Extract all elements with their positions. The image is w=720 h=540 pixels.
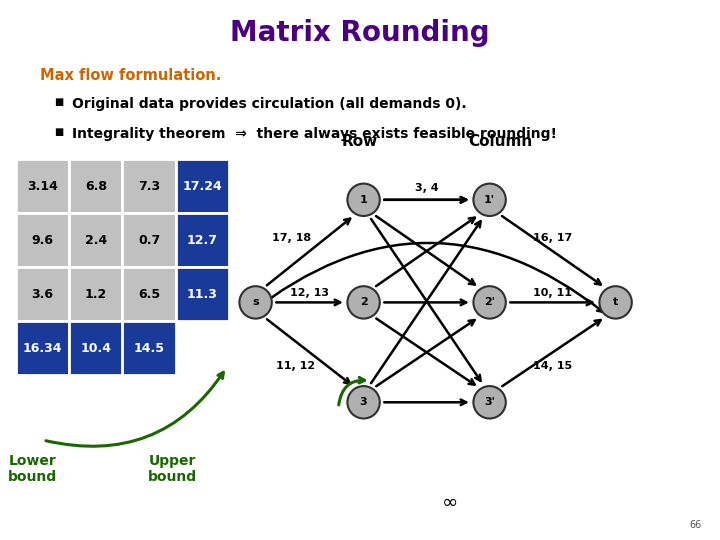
Bar — [16, 321, 69, 375]
Bar — [176, 213, 229, 267]
Text: 16.34: 16.34 — [23, 342, 62, 355]
Bar — [69, 213, 122, 267]
Text: Upper
bound: Upper bound — [148, 454, 197, 484]
Text: 7.3: 7.3 — [138, 180, 160, 193]
Text: 12.7: 12.7 — [186, 234, 218, 247]
Text: 16, 17: 16, 17 — [533, 233, 572, 242]
Text: 3: 3 — [360, 397, 367, 407]
Text: 2: 2 — [360, 298, 367, 307]
Text: 3': 3' — [484, 397, 495, 407]
Text: 3, 4: 3, 4 — [415, 183, 438, 193]
Text: 0.7: 0.7 — [138, 234, 160, 247]
Text: 66: 66 — [690, 520, 702, 530]
Text: ■: ■ — [54, 97, 63, 107]
Bar — [16, 159, 69, 213]
Text: 1': 1' — [484, 195, 495, 205]
Text: 1.2: 1.2 — [85, 288, 107, 301]
Text: Column: Column — [468, 133, 533, 148]
Text: Lower
bound: Lower bound — [8, 454, 57, 484]
Bar — [176, 267, 229, 321]
Bar — [176, 159, 229, 213]
Text: s: s — [252, 298, 259, 307]
Text: 10, 11: 10, 11 — [533, 288, 572, 298]
Text: 6.5: 6.5 — [138, 288, 160, 301]
Ellipse shape — [348, 286, 380, 319]
Ellipse shape — [348, 184, 380, 216]
Text: 12, 13: 12, 13 — [290, 288, 329, 298]
Text: 14, 15: 14, 15 — [533, 361, 572, 371]
Text: 1: 1 — [360, 195, 367, 205]
Text: 3.14: 3.14 — [27, 180, 58, 193]
Bar — [16, 213, 69, 267]
Text: 17, 18: 17, 18 — [272, 233, 311, 242]
Text: 3.6: 3.6 — [32, 288, 53, 301]
Bar — [16, 267, 69, 321]
Text: ■: ■ — [54, 127, 63, 137]
Ellipse shape — [474, 386, 505, 418]
Text: Original data provides circulation (all demands 0).: Original data provides circulation (all … — [72, 97, 467, 111]
Text: Max flow formulation.: Max flow formulation. — [40, 68, 221, 83]
Ellipse shape — [348, 386, 380, 418]
Text: 10.4: 10.4 — [80, 342, 112, 355]
Text: 17.24: 17.24 — [182, 180, 222, 193]
Ellipse shape — [474, 184, 505, 216]
Text: t: t — [613, 298, 618, 307]
Bar — [122, 159, 176, 213]
Bar — [122, 321, 176, 375]
Text: 11.3: 11.3 — [187, 288, 217, 301]
Ellipse shape — [599, 286, 632, 319]
Text: 11, 12: 11, 12 — [276, 361, 315, 371]
Text: Integrality theorem  ⇒  there always exists feasible rounding!: Integrality theorem ⇒ there always exist… — [72, 127, 557, 141]
Text: Matrix Rounding: Matrix Rounding — [230, 19, 490, 47]
Text: 14.5: 14.5 — [133, 342, 165, 355]
Bar — [69, 321, 122, 375]
Ellipse shape — [474, 286, 505, 319]
Ellipse shape — [239, 286, 272, 319]
Bar — [69, 267, 122, 321]
Text: 9.6: 9.6 — [32, 234, 53, 247]
Bar — [122, 267, 176, 321]
Text: 6.8: 6.8 — [85, 180, 107, 193]
Bar — [69, 159, 122, 213]
Bar — [122, 213, 176, 267]
Text: Row: Row — [342, 133, 378, 148]
Text: 2.4: 2.4 — [85, 234, 107, 247]
Text: 2': 2' — [484, 298, 495, 307]
Text: ∞: ∞ — [442, 492, 458, 512]
